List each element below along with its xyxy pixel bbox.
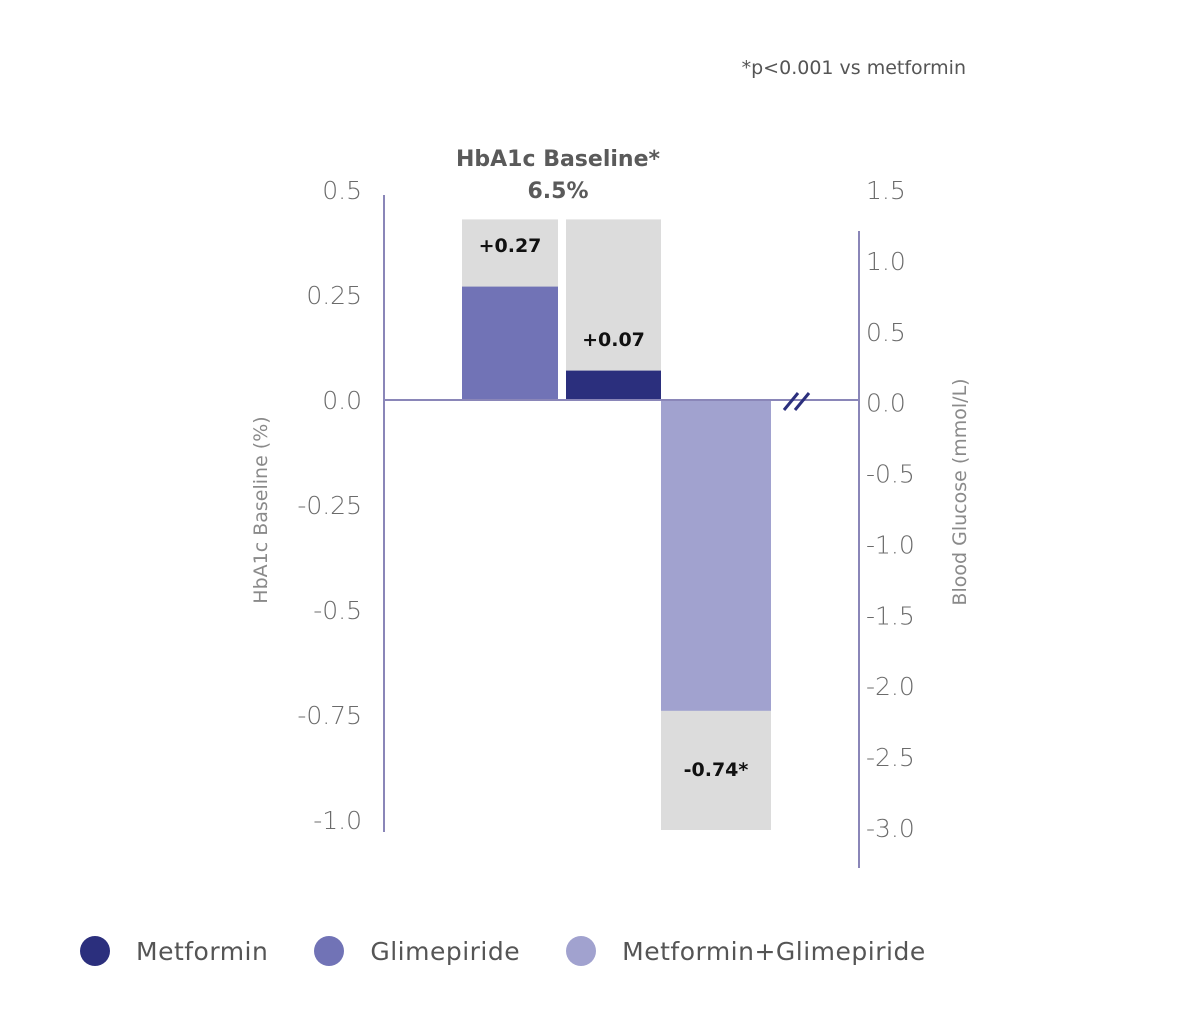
right-tick-label: 0.5 — [866, 318, 906, 347]
legend-item-glimepiride: Glimepiride — [314, 936, 520, 966]
right-tick-label: -1.5 — [866, 601, 915, 630]
right-tick-label: 0.0 — [866, 389, 906, 418]
baseline-value: 6.5% — [527, 179, 588, 204]
right-tick-label: 1.0 — [866, 247, 906, 276]
legend-dot-icon — [566, 936, 597, 966]
baseline-title: HbA1c Baseline* — [456, 147, 660, 172]
left-axis-title: HbA1c Baseline (%) — [250, 416, 272, 603]
bars — [462, 286, 771, 711]
right-tick-label: -2.5 — [866, 743, 915, 772]
right-tick-label: 1.5 — [866, 176, 906, 205]
legend-item-metformin-glimepiride: Metformin+Glimepiride — [566, 936, 926, 966]
bar-value-label: +0.27 — [479, 235, 542, 257]
axis-break-icon — [782, 392, 811, 411]
left-tick-label: 0.25 — [306, 281, 362, 310]
bar-metformin — [566, 370, 661, 400]
left-tick-label: -0.25 — [297, 491, 362, 520]
left-tick-label: -0.75 — [297, 701, 362, 730]
left-tick-label: -0.5 — [313, 596, 362, 625]
left-tick-labels: 0.5 0.25 0.0 -0.25 -0.5 -0.75 -1.0 — [297, 176, 362, 835]
bar-value-label: +0.07 — [582, 329, 645, 351]
bar-background — [566, 219, 661, 400]
legend-label: Glimepiride — [370, 936, 521, 966]
bar-value-label: -0.74* — [684, 759, 749, 781]
legend-dot-icon — [314, 936, 345, 966]
legend-item-metformin: Metformin — [80, 936, 268, 966]
left-tick-label: -1.0 — [313, 806, 362, 835]
right-tick-label: -0.5 — [866, 460, 915, 489]
bar-value-labels: +0.27 +0.07 -0.74* — [479, 235, 749, 781]
footnote: *p<0.001 vs metformin — [742, 57, 966, 79]
right-axis-title: Blood Glucose (mmol/L) — [949, 378, 971, 605]
legend-dot-icon — [80, 936, 110, 966]
legend: Metformin Glimepiride Metformin+Glimepir… — [80, 936, 972, 966]
left-tick-label: 0.5 — [322, 176, 362, 205]
legend-label: Metformin+Glimepiride — [622, 936, 926, 966]
bar-metformin-glimepiride — [661, 400, 771, 711]
right-tick-labels: 1.5 1.0 0.5 0.0 -0.5 -1.0 -1.5 -2.0 -2.5 -3.0 — [866, 176, 915, 843]
left-tick-label: 0.0 — [322, 386, 362, 415]
right-tick-label: -2.0 — [866, 672, 915, 701]
right-tick-label: -3.0 — [866, 814, 915, 843]
axis-break-stroke — [793, 392, 811, 411]
bar-glimepiride — [462, 286, 558, 400]
legend-label: Metformin — [136, 936, 269, 966]
axis-break-stroke — [782, 392, 800, 411]
right-tick-label: -1.0 — [866, 530, 915, 559]
